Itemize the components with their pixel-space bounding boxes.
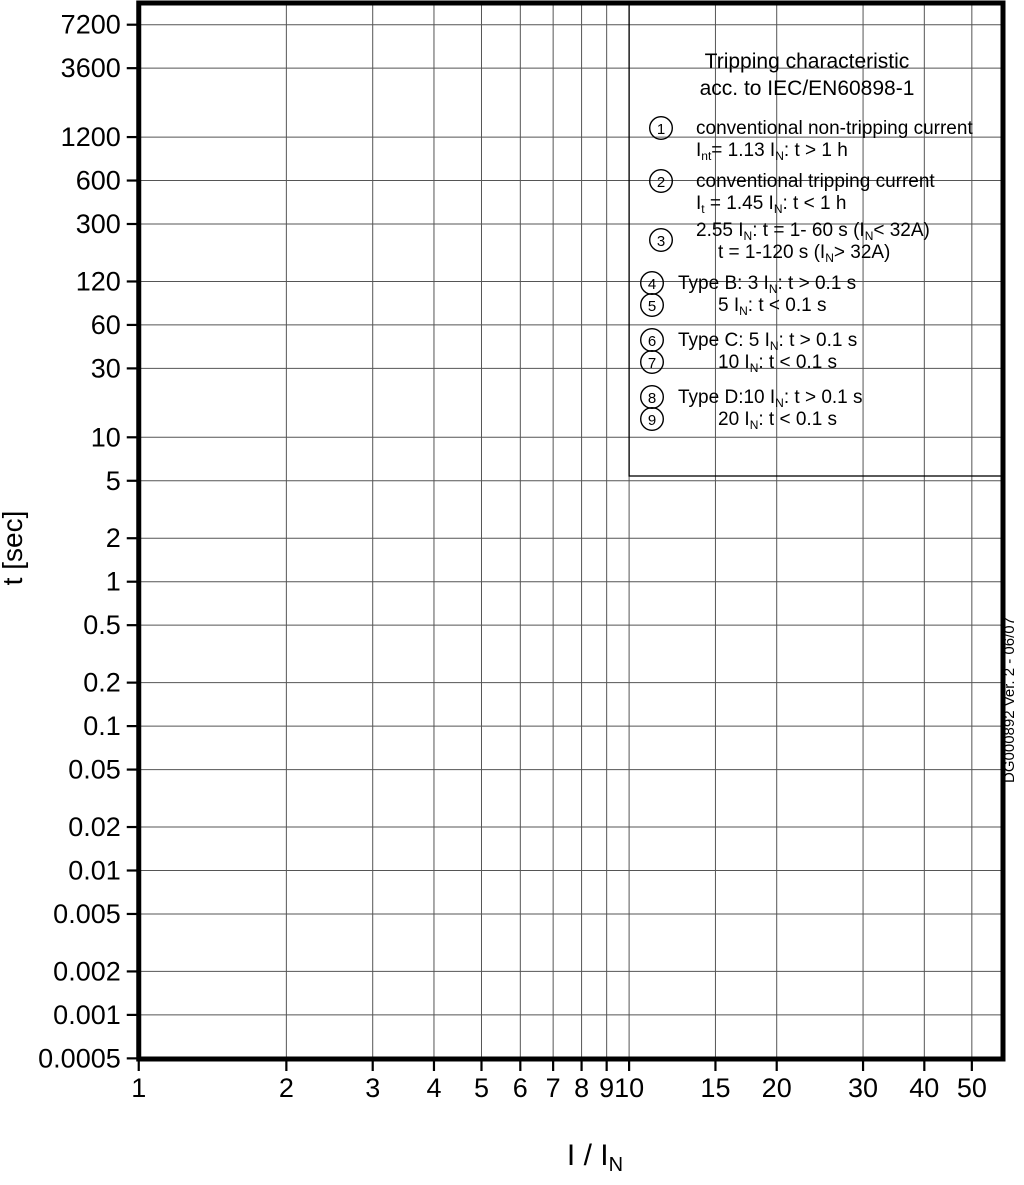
svg-text:600: 600 [76, 166, 121, 196]
svg-text:50: 50 [957, 1073, 987, 1103]
svg-text:Type D:10 IN: t > 0.1 s: Type D:10 IN: t > 0.1 s [678, 387, 863, 410]
svg-text:40: 40 [909, 1073, 939, 1103]
svg-text:0.001: 0.001 [53, 1000, 121, 1030]
svg-text:0.0005: 0.0005 [38, 1043, 121, 1073]
svg-text:7: 7 [648, 355, 656, 372]
svg-text:3600: 3600 [61, 53, 121, 83]
svg-text:1: 1 [657, 121, 665, 138]
svg-text:It = 1.45 IN: t < 1 h: It = 1.45 IN: t < 1 h [696, 193, 846, 216]
svg-text:5: 5 [106, 466, 121, 496]
svg-text:1: 1 [131, 1073, 146, 1103]
svg-text:4: 4 [648, 276, 656, 293]
svg-text:2.55 IN: t = 1- 60 s (IN< 32A): 2.55 IN: t = 1- 60 s (IN< 32A) [696, 220, 930, 243]
svg-text:0.02: 0.02 [68, 812, 121, 842]
svg-text:5 IN: t < 0.1 s: 5 IN: t < 0.1 s [718, 295, 826, 318]
svg-text:15: 15 [700, 1073, 730, 1103]
svg-text:2: 2 [657, 174, 665, 191]
svg-text:t = 1-120 s (IN> 32A): t = 1-120 s (IN> 32A) [718, 242, 890, 265]
svg-text:6: 6 [648, 333, 656, 350]
svg-text:Type B: 3 IN: t > 0.1 s: Type B: 3 IN: t > 0.1 s [678, 273, 856, 296]
svg-text:Int= 1.13 IN: t > 1 h: Int= 1.13 IN: t > 1 h [696, 140, 848, 163]
svg-text:6: 6 [513, 1073, 528, 1103]
svg-text:9: 9 [599, 1073, 614, 1103]
svg-text:8: 8 [574, 1073, 589, 1103]
svg-text:acc. to IEC/EN60898-1: acc. to IEC/EN60898-1 [700, 77, 915, 100]
svg-text:2: 2 [106, 523, 121, 553]
svg-text:10 IN: t < 0.1 s: 10 IN: t < 0.1 s [718, 352, 837, 375]
svg-text:8: 8 [648, 390, 656, 407]
svg-text:30: 30 [848, 1073, 878, 1103]
svg-text:10: 10 [91, 422, 121, 452]
svg-text:2: 2 [279, 1073, 294, 1103]
svg-text:0.005: 0.005 [53, 899, 121, 929]
svg-text:30: 30 [91, 353, 121, 383]
svg-text:1200: 1200 [61, 122, 121, 152]
svg-text:5: 5 [648, 298, 656, 315]
svg-text:1: 1 [106, 567, 121, 597]
svg-text:60: 60 [91, 310, 121, 340]
svg-text:0.5: 0.5 [83, 610, 121, 640]
svg-text:7200: 7200 [61, 10, 121, 40]
svg-text:t [sec]: t [sec] [0, 511, 28, 586]
svg-text:DG000892 Ver. 2 - 06/07: DG000892 Ver. 2 - 06/07 [1001, 617, 1018, 783]
svg-text:3: 3 [365, 1073, 380, 1103]
svg-text:conventional non-tripping curr: conventional non-tripping current [696, 118, 973, 139]
svg-text:Tripping characteristic: Tripping characteristic [705, 50, 910, 73]
svg-text:7: 7 [546, 1073, 561, 1103]
svg-text:9: 9 [648, 412, 656, 429]
svg-text:Type C: 5 IN: t > 0.1 s: Type C: 5 IN: t > 0.1 s [678, 330, 857, 353]
svg-text:4: 4 [426, 1073, 441, 1103]
svg-text:20 IN: t < 0.1 s: 20 IN: t < 0.1 s [718, 409, 837, 432]
svg-text:0.1: 0.1 [83, 711, 121, 741]
svg-text:20: 20 [762, 1073, 792, 1103]
svg-text:10: 10 [614, 1073, 644, 1103]
svg-text:conventional tripping current: conventional tripping current [696, 171, 935, 192]
svg-text:3: 3 [657, 233, 665, 250]
svg-text:0.01: 0.01 [68, 856, 121, 886]
svg-text:120: 120 [76, 266, 121, 296]
svg-text:5: 5 [474, 1073, 489, 1103]
svg-text:0.05: 0.05 [68, 755, 121, 785]
svg-text:0.2: 0.2 [83, 668, 121, 698]
svg-text:0.002: 0.002 [53, 956, 121, 986]
svg-text:300: 300 [76, 209, 121, 239]
